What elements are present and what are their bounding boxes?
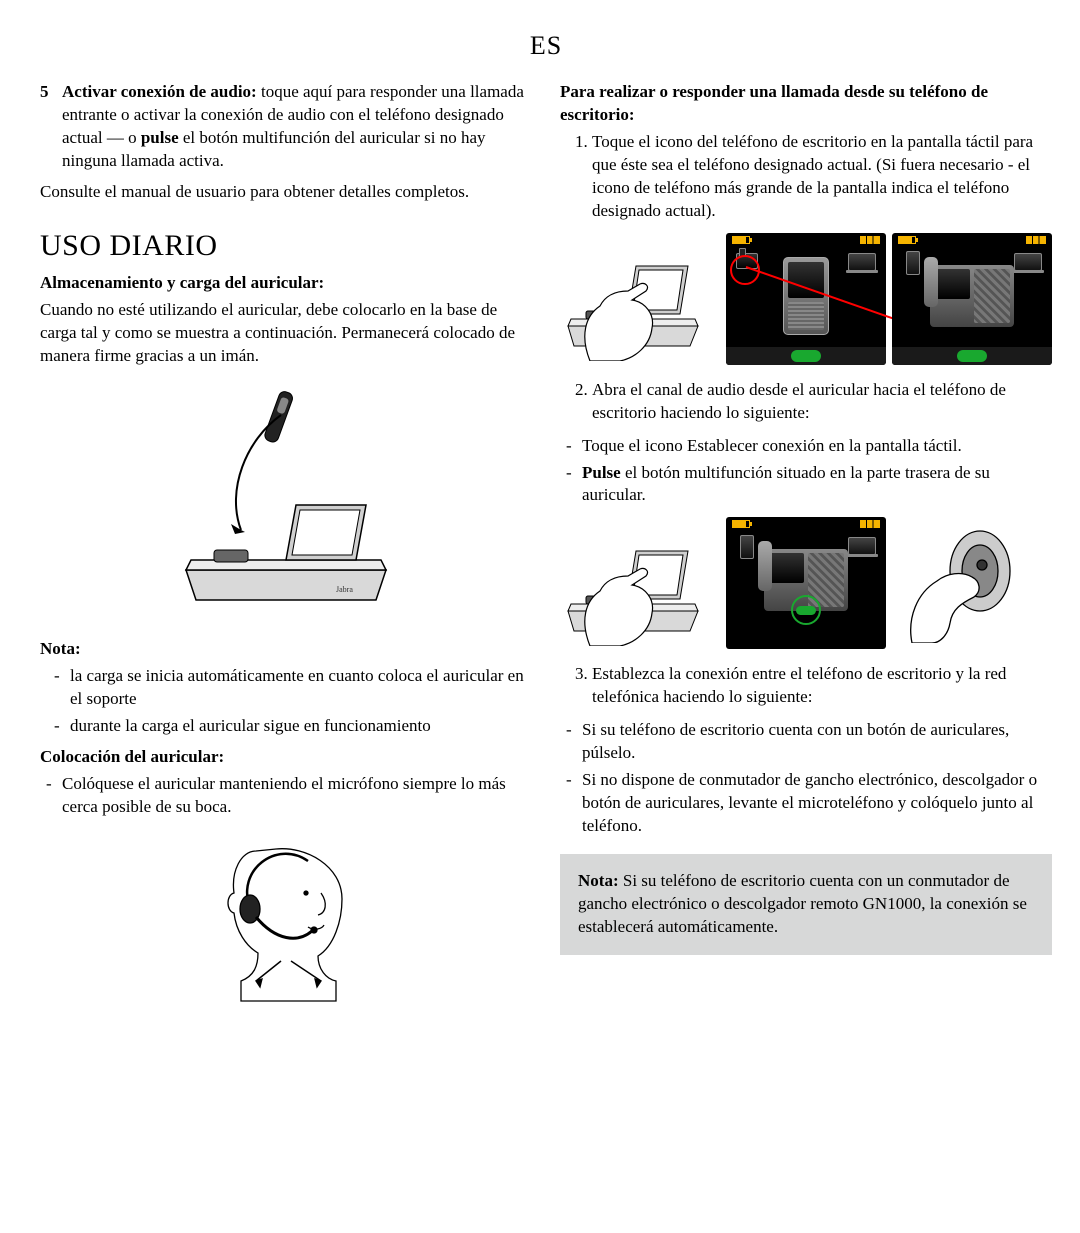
step-2: Abra el canal de audio desde el auricula… xyxy=(592,379,1052,425)
item5-bold2: pulse xyxy=(141,128,179,147)
note-2: durante la carga el auricular sigue en f… xyxy=(48,715,532,738)
signal-icon xyxy=(860,236,880,244)
step2-sublist: Toque el icono Establecer conexión en la… xyxy=(560,435,1052,508)
step-2b: Pulse el botón multifunción situado en l… xyxy=(560,462,1052,508)
cellphone-mini-icon xyxy=(740,535,754,559)
steps-list: Toque el icono del teléfono de escritori… xyxy=(560,131,1052,223)
left-column: 5 Activar conexión de audio: toque aquí … xyxy=(40,81,532,1029)
notebox-lead: Nota: xyxy=(578,871,619,890)
note-1: la carga se inicia automáticamente en cu… xyxy=(48,665,532,711)
step-2a: Toque el icono Establecer conexión en la… xyxy=(560,435,1052,458)
figure-row-1 xyxy=(560,233,1052,365)
call-pill-icon xyxy=(957,350,987,362)
note-box: Nota: Si su teléfono de escritorio cuent… xyxy=(560,854,1052,955)
call-pill-icon xyxy=(791,350,821,362)
steps-list-3: Establezca la conexión entre el teléfono… xyxy=(560,663,1052,709)
red-arrow xyxy=(746,267,756,277)
battery-icon xyxy=(732,520,750,528)
section-title: USO DIARIO xyxy=(40,226,532,267)
step2b-lead: Pulse xyxy=(582,463,621,482)
laptop-mini-icon xyxy=(848,253,876,271)
steps-list-2: Abra el canal de audio desde el auricula… xyxy=(560,379,1052,425)
wear-1: Colóquese el auricular manteniendo el mi… xyxy=(40,773,532,819)
item-number: 5 xyxy=(40,81,62,173)
manual-reference: Consulte el manual de usuario para obten… xyxy=(40,181,532,204)
cellphone-mini-icon xyxy=(906,251,920,275)
deskphone-big-icon xyxy=(930,265,1014,327)
two-column-layout: 5 Activar conexión de audio: toque aquí … xyxy=(40,81,1052,1029)
laptop-mini-icon xyxy=(1014,253,1042,271)
wearing-illustration xyxy=(40,831,532,1011)
signal-icon xyxy=(860,520,880,528)
right-column: Para realizar o responder una llamada de… xyxy=(560,81,1052,1029)
wear-heading: Colocación del auricular: xyxy=(40,746,532,769)
step-1: Toque el icono del teléfono de escritori… xyxy=(592,131,1052,223)
figure-row-2 xyxy=(560,517,1052,649)
list-item-5: 5 Activar conexión de audio: toque aquí … xyxy=(40,81,532,173)
note-heading: Nota: xyxy=(40,638,532,661)
press-headset-illustration xyxy=(892,517,1052,649)
notebox-text: Si su teléfono de escritorio cuenta con … xyxy=(578,871,1027,936)
step-3b: Si no dispone de conmutador de gancho el… xyxy=(560,769,1052,838)
battery-icon xyxy=(898,236,916,244)
item5-lead: Activar conexión de audio: xyxy=(62,82,257,101)
battery-icon xyxy=(732,236,750,244)
storage-heading: Almacenamiento y carga del auricular: xyxy=(40,272,532,295)
svg-text:Jabra: Jabra xyxy=(336,585,353,594)
language-code: ES xyxy=(40,28,1052,63)
base-touch-illustration xyxy=(560,233,720,365)
step2b-text: el botón multifunción situado en la part… xyxy=(582,463,990,505)
item-5-text: Activar conexión de audio: toque aquí pa… xyxy=(62,81,532,173)
step-3a: Si su teléfono de escritorio cuenta con … xyxy=(560,719,1052,765)
wear-list: Colóquese el auricular manteniendo el mi… xyxy=(40,773,532,819)
signal-icon xyxy=(1026,236,1046,244)
note-list: la carga se inicia automáticamente en cu… xyxy=(48,665,532,738)
storage-text: Cuando no esté utilizando el auricular, … xyxy=(40,299,532,368)
step3-sublist: Si su teléfono de escritorio cuenta con … xyxy=(560,719,1052,838)
dock-illustration: Jabra xyxy=(40,380,532,620)
right-heading: Para realizar o responder una llamada de… xyxy=(560,81,1052,127)
base-touch-illustration-2 xyxy=(560,517,720,649)
call-ring-icon xyxy=(791,595,821,625)
laptop-mini-icon xyxy=(848,537,876,555)
step-3: Establezca la conexión entre el teléfono… xyxy=(592,663,1052,709)
cellphone-big-icon xyxy=(783,257,829,335)
